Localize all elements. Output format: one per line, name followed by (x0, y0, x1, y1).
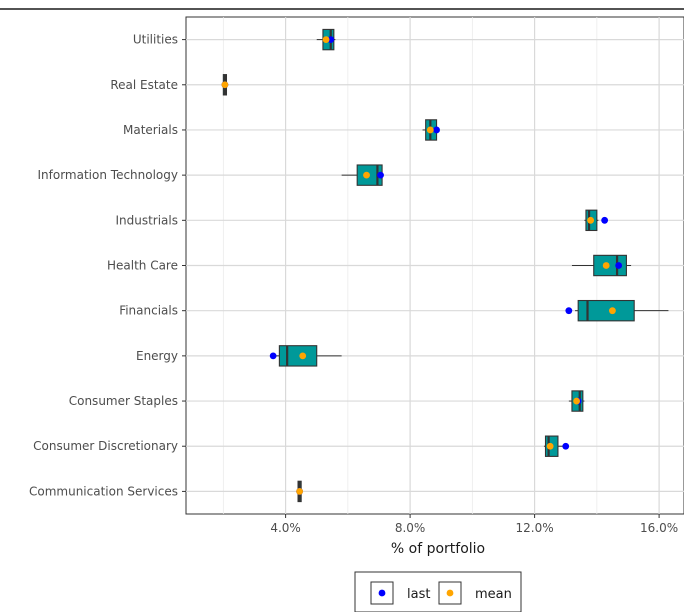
point-mean (299, 352, 307, 360)
point-mean (573, 397, 581, 405)
legend-label-mean: mean (475, 587, 512, 602)
gridlines (186, 17, 684, 514)
legend-label-last: last (407, 587, 430, 602)
points (221, 36, 623, 495)
y-tick-label: Consumer Staples (69, 394, 178, 408)
point-mean (363, 171, 370, 179)
point-mean (322, 36, 330, 43)
point-last (601, 216, 609, 224)
point-mean (587, 216, 595, 224)
y-tick-label: Energy (136, 349, 178, 363)
point-mean (609, 307, 616, 315)
point-last (433, 126, 440, 134)
legend-marker-last (378, 589, 386, 597)
x-tick-label: 16.0% (640, 521, 678, 535)
x-axis-title: % of portfolio (391, 541, 485, 557)
point-last (269, 352, 277, 360)
point-mean (221, 81, 229, 89)
y-tick-label: Utilities (133, 33, 178, 47)
point-mean (296, 488, 304, 495)
y-tick-label: Health Care (107, 259, 178, 273)
y-tick-label: Financials (119, 304, 178, 318)
box-iqr (278, 345, 318, 367)
box-iqr (577, 299, 635, 322)
y-tick-label: Communication Services (29, 484, 178, 498)
point-last (565, 307, 573, 315)
point-last (562, 442, 570, 450)
y-tick-label: Industrials (115, 213, 178, 227)
x-tick-label: 4.0% (270, 521, 301, 535)
x-tick-label: 12.0% (516, 521, 554, 535)
point-mean (546, 442, 554, 450)
box-iqr (593, 254, 627, 277)
point-mean (602, 262, 610, 269)
y-tick-labels: Communication Services Consumer Discretio… (29, 33, 186, 498)
point-last (615, 262, 623, 269)
point-last (327, 36, 335, 43)
y-tick-label: Consumer Discretionary (33, 439, 178, 453)
y-tick-label: Real Estate (110, 78, 178, 92)
x-tick-labels: 4.0% 8.0% 12.0% 16.0% (270, 514, 678, 535)
point-mean (426, 126, 434, 134)
y-tick-label: Information Technology (38, 168, 179, 182)
legend: last mean (354, 571, 522, 612)
point-last (377, 171, 384, 179)
x-tick-label: 8.0% (395, 521, 426, 535)
legend-marker-mean (446, 589, 454, 597)
y-tick-label: Materials (123, 123, 178, 137)
